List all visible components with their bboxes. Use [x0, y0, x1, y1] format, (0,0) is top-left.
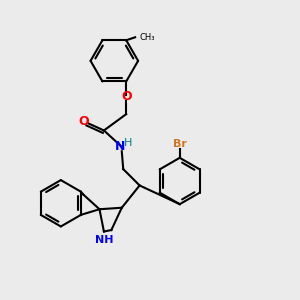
- Text: NH: NH: [95, 235, 113, 245]
- Text: N: N: [115, 140, 125, 153]
- Text: H: H: [124, 138, 133, 148]
- Text: O: O: [79, 115, 89, 128]
- Text: O: O: [121, 90, 131, 103]
- Text: CH₃: CH₃: [140, 33, 155, 42]
- Text: Br: Br: [173, 140, 187, 149]
